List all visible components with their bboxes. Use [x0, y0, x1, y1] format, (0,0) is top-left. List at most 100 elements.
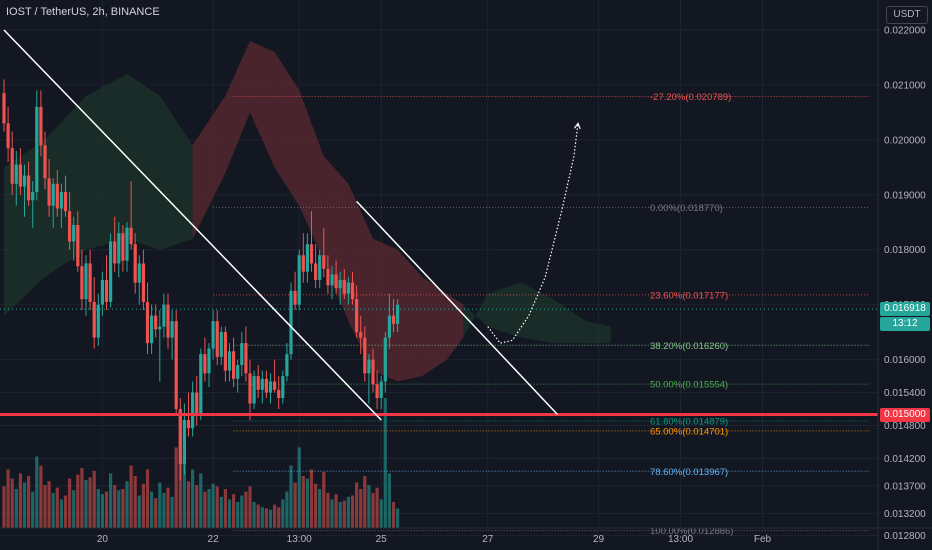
fib-label: 0.00%(0.018770)	[650, 203, 723, 214]
volume-bar	[199, 473, 203, 528]
volume-bar	[396, 508, 400, 528]
cloud-segment	[225, 40, 250, 173]
volume-bar	[318, 489, 322, 528]
candle-body	[359, 332, 363, 338]
volume-bar	[158, 482, 162, 528]
volume-bar	[281, 499, 285, 528]
candle-body	[14, 164, 18, 184]
volume-bar	[297, 447, 301, 528]
volume-bar	[10, 478, 14, 528]
volume-bar	[301, 476, 305, 528]
candle-body	[182, 420, 186, 464]
volume-bar	[166, 487, 170, 528]
volume-bar	[63, 495, 68, 528]
candle-body	[301, 255, 305, 272]
volume-bar	[334, 494, 338, 528]
volume-bar	[219, 496, 223, 528]
cloud-segment	[487, 282, 521, 338]
volume-bar	[355, 482, 359, 528]
candle-body	[240, 343, 244, 366]
candle-body	[342, 279, 346, 294]
candle-body	[305, 244, 309, 272]
candle-body	[125, 227, 129, 261]
candle-body	[174, 321, 178, 410]
volume-bar	[326, 492, 330, 528]
volume-bar	[248, 486, 252, 528]
cloud-segment	[299, 90, 324, 261]
candle-body	[158, 326, 162, 330]
volume-bar	[145, 469, 150, 528]
volume-bar	[342, 500, 346, 528]
volume-bar	[203, 491, 207, 528]
volume-bar	[80, 468, 84, 528]
candle-body	[273, 381, 277, 390]
candle-body	[289, 290, 293, 355]
x-tick-label: 22	[208, 534, 220, 545]
candle-body	[219, 332, 223, 357]
volume-bar	[121, 489, 125, 528]
candle-body	[223, 332, 227, 371]
candle-body	[191, 392, 195, 429]
candle-body	[371, 359, 375, 385]
candle-body	[59, 192, 63, 209]
volume-bar	[84, 479, 88, 528]
volume-bar	[186, 481, 191, 528]
volume-bar	[338, 502, 342, 528]
candle-body	[391, 315, 396, 324]
volume-bar	[76, 474, 80, 528]
volume-bar	[207, 489, 211, 528]
volume-bar	[223, 489, 227, 528]
x-tick-label: 13:00	[287, 534, 312, 545]
candle-body	[100, 279, 104, 305]
volume-bar	[305, 478, 309, 528]
cloud-segment	[86, 73, 127, 250]
candle-body	[2, 93, 6, 124]
volume-bar	[379, 499, 383, 528]
y-tick-label: 0.020000	[884, 135, 926, 146]
candle-body	[88, 263, 92, 302]
volume-bar	[293, 482, 297, 528]
candle-body	[396, 304, 400, 324]
candle-body	[145, 301, 150, 344]
candle-body	[215, 321, 219, 357]
candle-body	[334, 274, 338, 289]
candle-body	[109, 241, 113, 302]
volume-bar	[371, 492, 375, 528]
candle-body	[104, 279, 109, 302]
candle-body	[244, 343, 248, 374]
price-axis: 0.022000 0.021000 0.020000 0.019000 0.018000…	[877, 0, 926, 550]
candle-body	[199, 354, 203, 415]
drawings	[0, 29, 878, 421]
y-tick-label: 0.018000	[884, 245, 926, 256]
volume-bar	[314, 483, 318, 528]
volume-bar	[346, 496, 350, 528]
volume-bar	[191, 469, 195, 528]
trendline	[3, 29, 382, 421]
volume-bars	[2, 398, 400, 528]
candle-body	[211, 321, 215, 349]
volume-bar	[285, 491, 289, 528]
volume-bar	[350, 495, 355, 528]
cloud-segment	[323, 156, 349, 322]
candle-body	[363, 337, 367, 374]
candle-body	[277, 389, 281, 399]
volume-bar	[92, 470, 96, 528]
candle-body	[203, 354, 207, 374]
volume-bar	[18, 473, 22, 528]
cloud-segment	[274, 51, 300, 206]
currency-button[interactable]: USDT	[886, 6, 928, 24]
cloud-segment	[348, 183, 373, 371]
volume-bar	[72, 490, 76, 528]
cloud-segment	[397, 249, 423, 382]
volume-bar	[277, 507, 281, 528]
candle-body	[350, 282, 355, 300]
volume-bar	[162, 492, 166, 528]
volume-bar	[117, 490, 121, 528]
candle-body	[236, 365, 240, 379]
volume-bar	[113, 485, 117, 528]
candle-body	[39, 106, 43, 146]
candle-body	[166, 304, 170, 338]
cloud-segment	[373, 238, 398, 382]
candle-body	[256, 376, 260, 390]
